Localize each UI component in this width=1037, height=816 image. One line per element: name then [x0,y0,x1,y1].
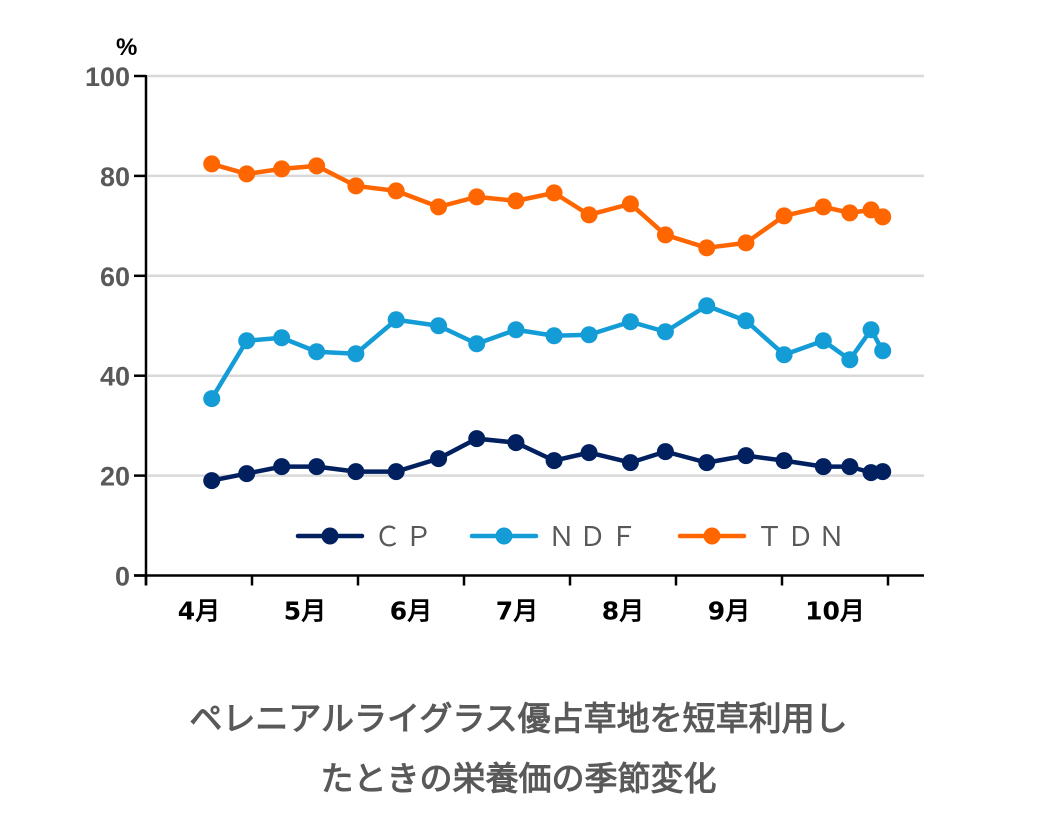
data-point-1-9 [545,327,563,345]
y-tick-label-20: 20 [100,462,130,492]
data-point-0-4 [347,463,365,481]
series-0 [203,430,892,490]
x-tick-label-5: 5月 [284,597,326,626]
x-tick-label-10: 10月 [805,597,865,626]
data-point-0-16 [814,458,832,476]
data-point-1-0 [203,390,221,408]
data-point-2-3 [308,157,326,175]
data-point-1-4 [347,345,365,363]
data-point-1-19 [874,342,892,360]
data-point-0-10 [580,444,598,462]
x-tick-label-6: 6月 [390,597,432,626]
legend: ＣＰ ＮＤＦ ＴＤＮ [295,522,849,553]
data-point-1-13 [698,297,716,315]
data-point-2-11 [621,195,639,213]
data-point-1-10 [580,326,598,344]
figure-caption-line-1: ペレニアルライグラス優占草地を短草利用し [189,699,848,738]
data-point-0-9 [545,452,563,470]
data-point-1-18 [862,321,880,339]
data-point-2-10 [580,206,598,224]
y-tick-label-60: 60 [100,262,130,292]
data-point-0-12 [656,443,674,461]
series-2 [203,155,892,257]
data-point-1-15 [775,346,793,364]
data-point-0-7 [468,430,486,448]
figure-caption-line-2: たときの栄養価の季節変化 [320,759,717,798]
data-point-1-12 [656,323,674,341]
data-point-2-8 [507,192,525,210]
data-point-2-12 [656,226,674,244]
data-point-2-9 [545,184,563,202]
data-point-1-6 [430,317,448,335]
data-point-0-3 [308,458,326,476]
data-point-2-14 [737,234,755,252]
legend-marker-1 [495,527,513,545]
y-tick-label-40: 40 [100,362,130,392]
legend-marker-0 [321,527,339,545]
data-point-0-14 [737,447,755,465]
y-axis-unit-label: % [116,34,137,61]
legend-label-0: ＣＰ [374,522,436,553]
data-point-1-2 [273,329,291,347]
data-point-2-4 [347,177,365,195]
data-point-0-19 [874,463,892,481]
data-point-0-8 [507,434,525,452]
data-point-0-2 [273,458,291,476]
gridlines [148,74,924,477]
y-tick-label-100: 100 [85,62,130,92]
data-point-0-11 [621,454,639,472]
data-point-1-17 [841,351,859,369]
data-point-2-6 [430,198,448,216]
data-point-0-0 [203,472,221,490]
series-1 [203,297,892,408]
legend-label-2: ＴＤＮ [756,522,849,553]
data-point-0-6 [430,450,448,468]
data-point-1-7 [468,335,486,353]
x-tick-label-9: 9月 [708,597,750,626]
x-axis-ticks: 4月 5月 6月 7月 8月 9月 10月 [144,575,890,626]
data-point-1-11 [621,313,639,331]
data-point-2-7 [468,188,486,206]
data-point-0-5 [387,463,405,481]
data-point-0-17 [841,458,859,476]
data-point-2-2 [273,160,291,178]
data-point-2-16 [814,198,832,216]
data-point-2-13 [698,239,716,257]
data-point-0-13 [698,454,716,472]
data-point-0-1 [238,465,256,483]
y-axis-ticks: 0 20 40 60 80 100 [85,62,146,592]
series-layer [203,155,892,490]
data-point-1-3 [308,343,326,361]
y-tick-label-0: 0 [115,562,130,592]
x-tick-label-8: 8月 [602,597,644,626]
axes [134,75,924,586]
data-point-2-0 [203,155,221,173]
data-point-1-14 [737,312,755,330]
data-point-1-1 [238,332,256,350]
data-point-1-8 [507,321,525,339]
data-point-2-19 [874,208,892,226]
legend-label-1: ＮＤＦ [548,522,641,553]
data-point-0-15 [775,452,793,470]
data-point-1-5 [387,311,405,329]
data-point-1-16 [814,332,832,350]
x-tick-label-7: 7月 [496,597,538,626]
data-point-2-5 [387,182,405,200]
legend-marker-2 [703,527,721,545]
x-tick-label-4: 4月 [178,597,220,626]
y-tick-label-80: 80 [100,162,130,192]
data-point-2-17 [841,204,859,222]
line-chart: 0 20 40 60 80 100 4月 5月 6月 7月 8月 9月 10月 % ＣＰ ＮＤＦ ＴＤＮ [85,34,924,626]
data-point-2-1 [238,165,256,183]
data-point-2-15 [775,207,793,225]
